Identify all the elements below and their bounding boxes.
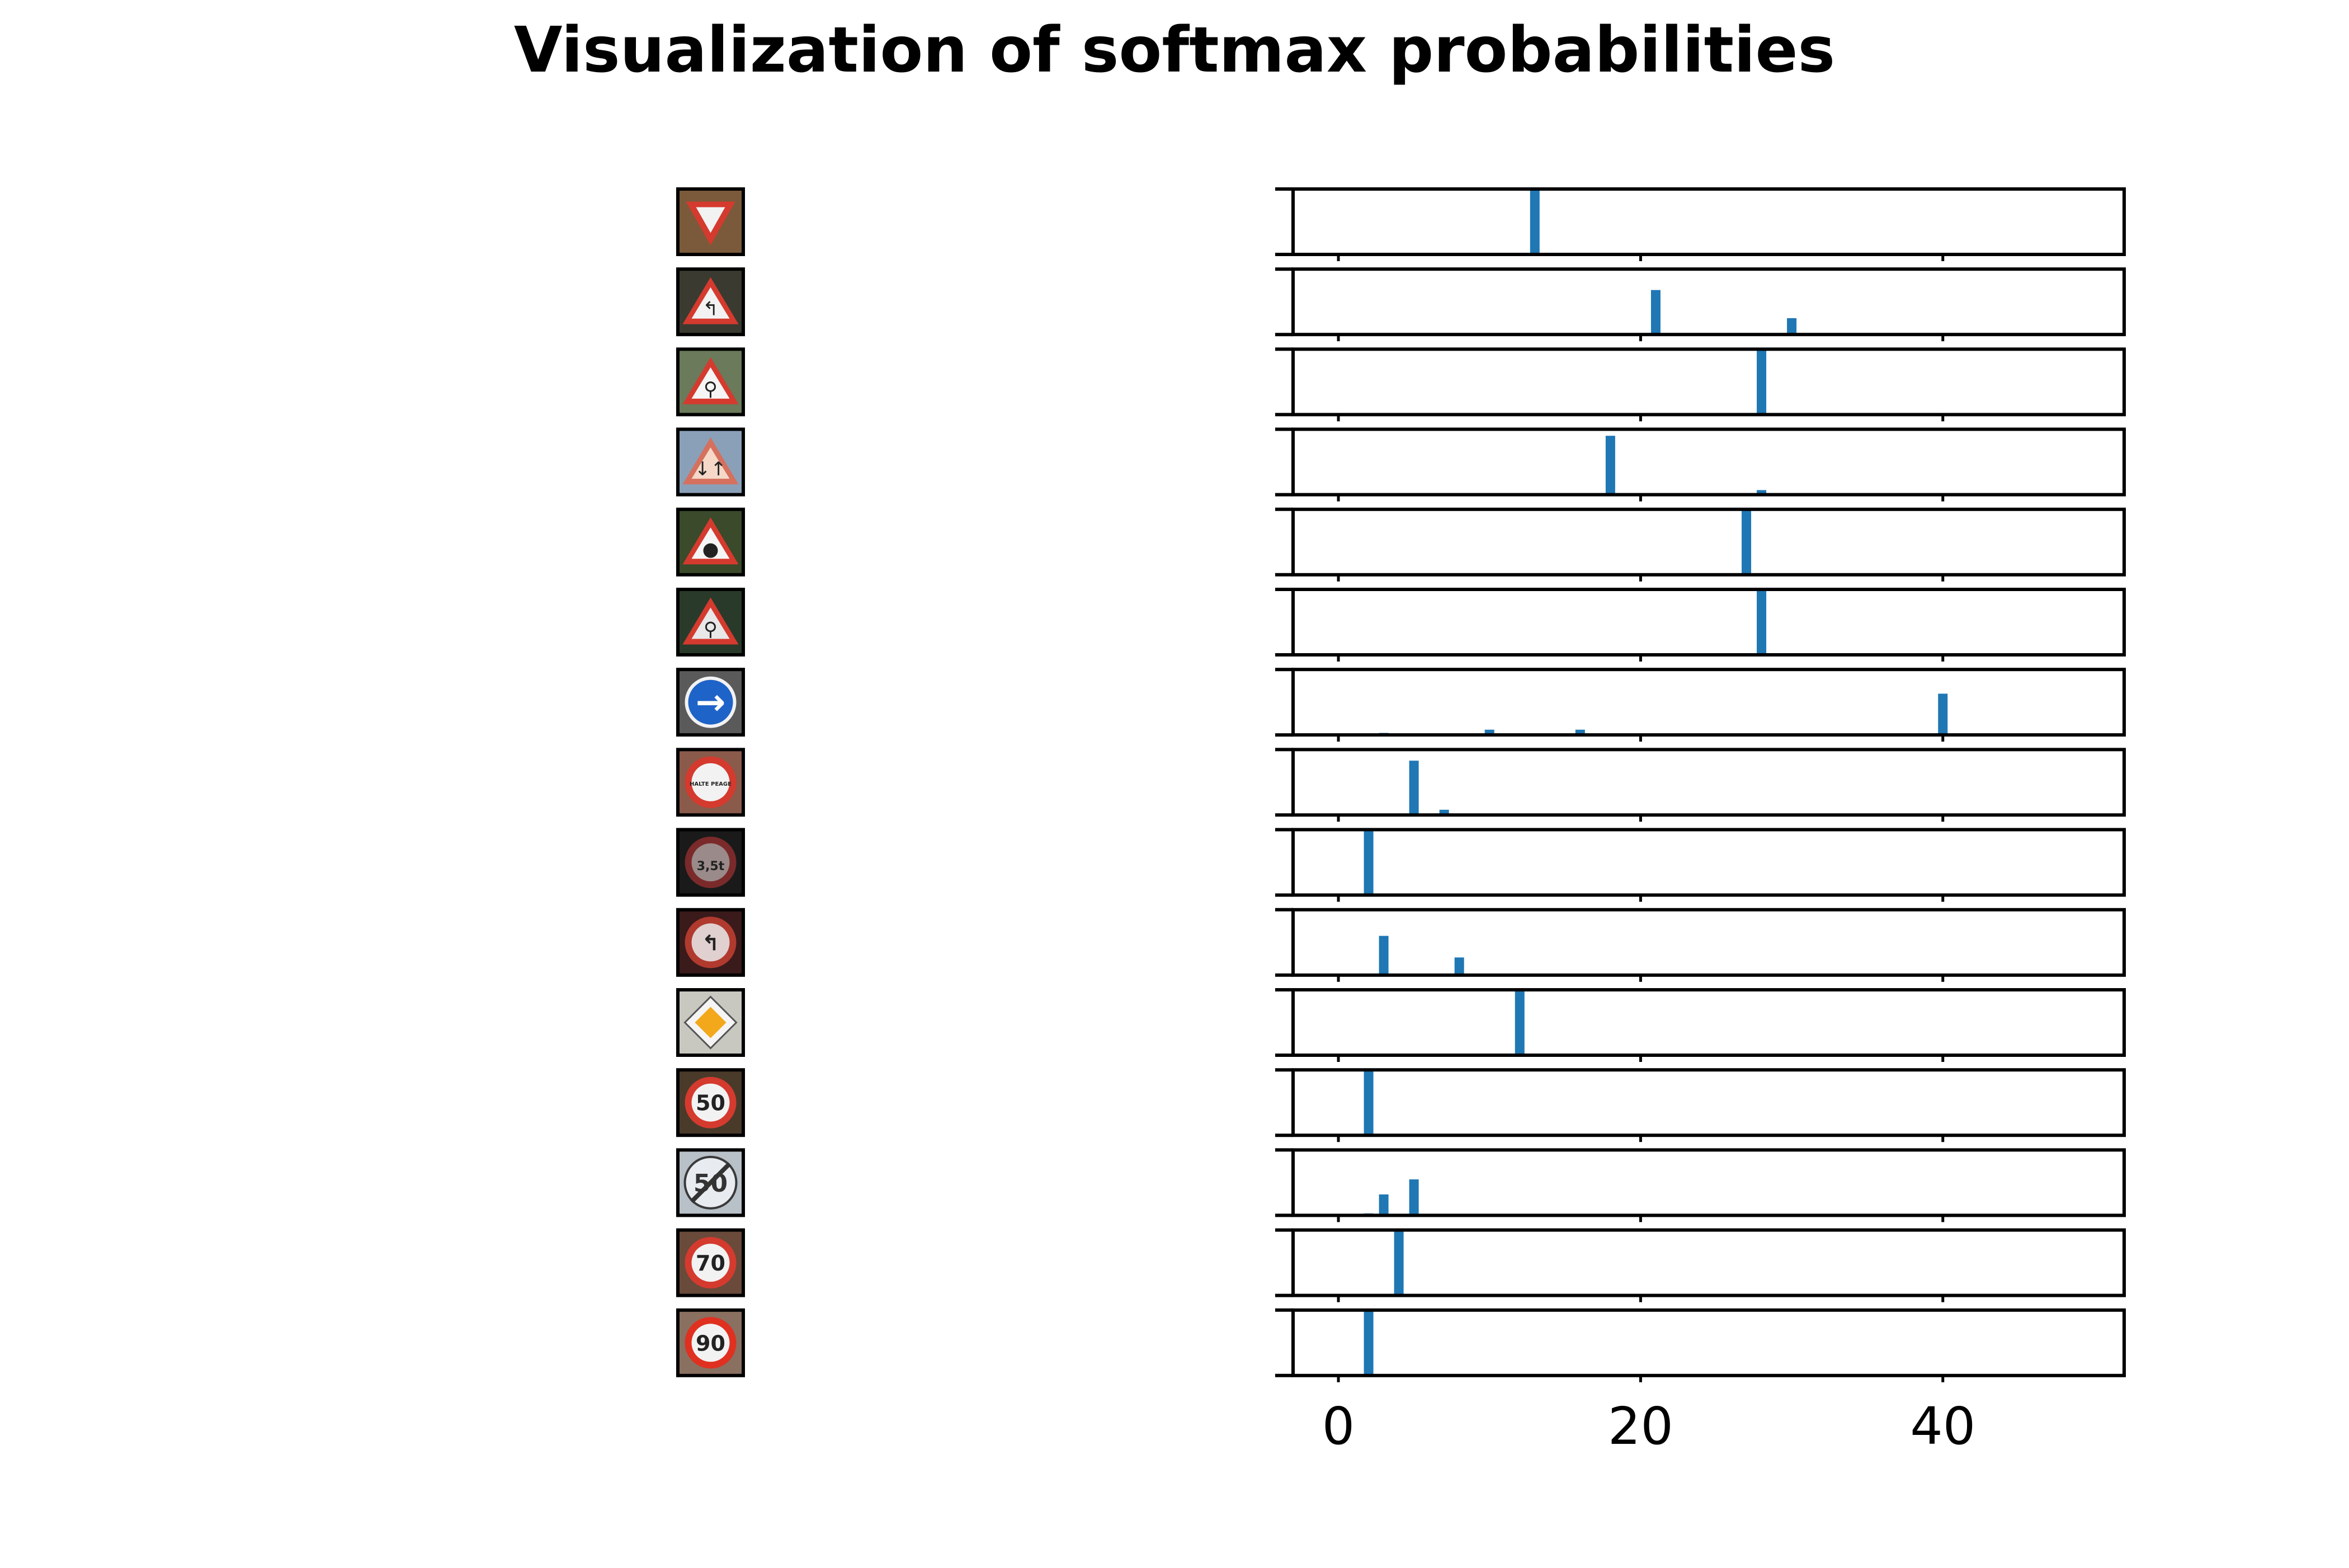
prob-panel-no-left-turn [1275,908,2126,982]
prob-bar [1364,1070,1374,1136]
prob-bar [1454,957,1464,975]
svg-text:↰: ↰ [702,298,719,320]
svg-text:↓↑: ↓↑ [695,458,727,480]
panel-frame [1291,828,2126,897]
weight-limit-sign-icon: 3,5t [676,828,745,897]
panel-frame [1291,908,2126,977]
panel-frame [1291,427,2126,497]
prob-panel-weight-limit-3-5t [1275,828,2126,902]
prob-bar [1364,1310,1374,1376]
speed-limit-50-sign-icon: 50 [676,1068,745,1137]
panel-frame [1291,988,2126,1057]
panel-frame [1291,1068,2126,1137]
panel-frame [1291,507,2126,577]
prob-panel-yield [1275,187,2126,261]
panel-frame [1291,668,2126,737]
panel-frame [1291,1228,2126,1297]
prob-bar [1757,349,1767,415]
svg-text:⚲: ⚲ [704,618,718,641]
svg-text:90: 90 [696,1331,725,1356]
x-tick-label: 20 [1608,1396,1673,1456]
x-axis: 0 20 40 [1322,1396,1976,1456]
panel-frame [1291,347,2126,417]
panel-frame [1291,748,2126,817]
curve-left-warning-sign-icon: ↰ [676,267,745,337]
turn-right-ahead-sign-icon: → [676,668,745,737]
panel-frame [1291,267,2126,337]
end-speed-limit-50-sign-icon: 50 [676,1148,745,1217]
svg-text:●: ● [702,538,719,560]
svg-text:⚲: ⚲ [704,378,718,400]
prob-bar [1484,729,1494,735]
prob-bar [1650,290,1661,335]
panel-frame [1291,1148,2126,1217]
svg-text:3,5t: 3,5t [697,859,725,873]
prob-panel-speed-limit-90 [1275,1308,2126,1382]
prob-bar [1742,509,1752,575]
prob-bar [1439,810,1449,815]
prob-panel-pedestrian-crossing-warning [1275,588,2126,662]
children-crossing-warning-sign-icon: ⚲ [676,347,745,417]
traffic-signals-warning-sign-icon: ● [676,507,745,577]
svg-text:→: → [696,682,726,724]
svg-text:70: 70 [696,1251,725,1276]
prob-bar [1364,829,1374,895]
x-tick-label: 0 [1322,1396,1355,1456]
prob-panel-speed-limit-50 [1275,1068,2126,1142]
svg-text:HALTE PEAGE: HALTE PEAGE [690,781,732,787]
prob-bar [1938,693,1948,735]
speed-limit-90-sign-icon: 90 [676,1308,745,1377]
yield-sign-icon [676,187,745,256]
prob-bar [1757,589,1767,655]
sign-thumbnail-column: ↰ ⚲ ↓↑ ● ⚲ → HALTE PEAGE 3,5t ↰ 50 50 70 90 [676,187,745,1377]
pedestrian-crossing-warning-sign-icon: ⚲ [676,588,745,657]
prob-panel-two-way-traffic-warning [1275,427,2126,502]
prob-bar [1605,436,1615,495]
prob-panel-halte-peage [1275,748,2126,822]
halte-peage-sign-icon: HALTE PEAGE [676,748,745,817]
no-left-turn-sign-icon: ↰ [676,908,745,977]
prob-bar [1379,936,1389,975]
bar-panel-column [1275,187,2126,1382]
prob-panel-priority-road [1275,988,2126,1062]
prob-panel-children-crossing-warning [1275,347,2126,422]
prob-bar [1575,729,1585,735]
two-way-traffic-warning-sign-icon: ↓↑ [676,427,745,497]
prob-bar [1409,1179,1419,1216]
priority-road-sign-icon [676,988,745,1057]
x-tick-label: 40 [1910,1396,1975,1456]
svg-text:↰: ↰ [702,931,720,955]
speed-limit-70-sign-icon: 70 [676,1228,745,1297]
prob-bar [1394,1230,1404,1296]
prob-bar [1409,761,1419,815]
panel-frame [1291,588,2126,657]
panel-frame [1291,1308,2126,1377]
prob-panel-speed-limit-70 [1275,1228,2126,1302]
prob-bar [1530,189,1540,254]
chart-title: Visualization of softmax probabilities [514,14,1835,87]
prob-bar [1757,490,1767,495]
prob-bar [1515,990,1525,1055]
panel-frame [1291,187,2126,256]
svg-text:50: 50 [696,1091,725,1116]
prob-bar [1379,1194,1389,1216]
prob-panel-traffic-signals-warning [1275,507,2126,582]
prob-panel-turn-right-ahead [1275,668,2126,742]
prob-panel-curve-left-warning [1275,267,2126,342]
prob-bar [1787,318,1797,335]
prob-panel-end-speed-limit-50 [1275,1148,2126,1222]
